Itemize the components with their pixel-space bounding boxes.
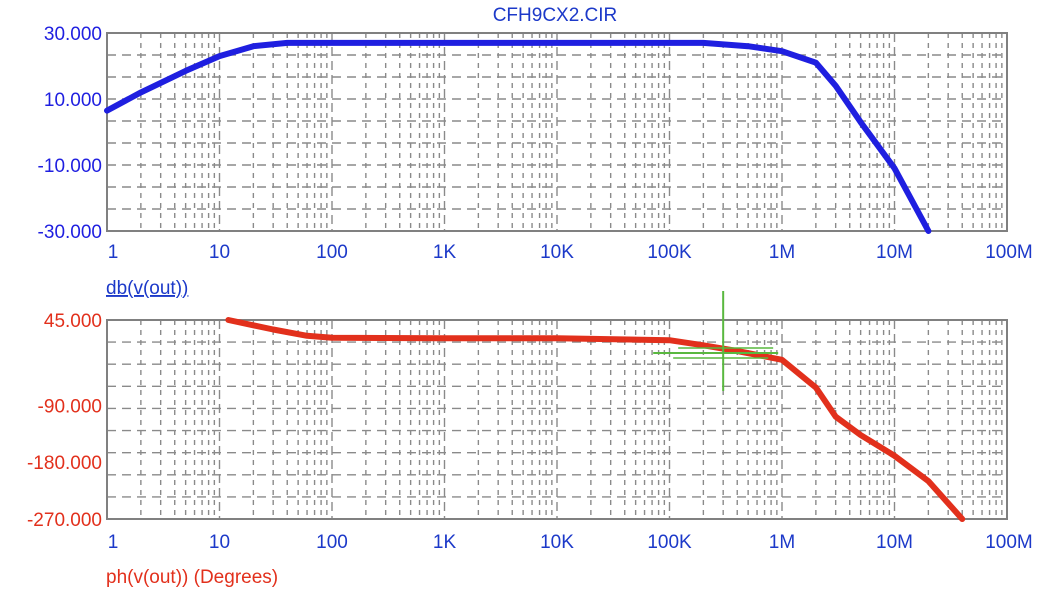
x-tick-label: 1 <box>108 242 119 263</box>
x-tick-label: 10K <box>540 532 574 553</box>
x-tick-label: 100M <box>985 532 1033 553</box>
magnitude-plot: 30.000 10.000 -10.000 -30.000 1 10 100 1K 10K 10… <box>38 24 1033 263</box>
phase-grid <box>106 320 1007 519</box>
x-tick-label: 1K <box>433 242 457 263</box>
magnitude-x-ticks: 1 10 100 1K 10K 100K 1M 10M 100M <box>108 242 1033 263</box>
x-tick-label: 10 <box>209 532 230 553</box>
x-tick-label: 100 <box>316 242 348 263</box>
trace-label-db[interactable]: db(v(out)) <box>106 278 188 299</box>
magnitude-grid <box>106 33 1007 231</box>
x-tick-label: 1 <box>108 532 119 553</box>
y-tick-label: -90.000 <box>38 396 102 417</box>
x-tick-label: 1M <box>769 532 795 553</box>
y-tick-label: -30.000 <box>38 222 102 243</box>
x-tick-label: 100M <box>985 242 1033 263</box>
magnitude-plot-frame <box>106 32 1008 232</box>
trace-label-phase[interactable]: ph(v(out)) (Degrees) <box>106 567 278 588</box>
phase-plot: 45.000 -90.000 -180.000 -270.000 1 10 100 1K 10… <box>27 290 1033 553</box>
x-tick-label: 1M <box>769 242 795 263</box>
x-tick-label: 100K <box>647 242 692 263</box>
x-tick-label: 10M <box>876 242 913 263</box>
magnitude-y-ticks: 30.000 10.000 -10.000 -30.000 <box>38 24 102 243</box>
y-tick-label: 10.000 <box>44 90 102 111</box>
x-tick-label: 100K <box>647 532 692 553</box>
y-tick-label: 45.000 <box>44 311 102 332</box>
phase-x-ticks: 1 10 100 1K 10K 100K 1M 10M 100M <box>108 532 1033 553</box>
x-tick-label: 10M <box>876 532 913 553</box>
x-tick-label: 10 <box>209 242 230 263</box>
phase-plot-frame <box>106 319 1008 520</box>
y-tick-label: -10.000 <box>38 156 102 177</box>
chart-title: CFH9CX2.CIR <box>493 5 618 26</box>
x-tick-label: 1K <box>433 532 457 553</box>
x-tick-label: 10K <box>540 242 574 263</box>
x-tick-label: 100 <box>316 532 348 553</box>
y-tick-label: -180.000 <box>27 453 102 474</box>
phase-y-ticks: 45.000 -90.000 -180.000 -270.000 <box>27 311 102 531</box>
series-line-db-v-out <box>104 39 932 234</box>
series-line-ph-v-out <box>225 317 966 522</box>
y-tick-label: -270.000 <box>27 510 102 531</box>
crosshair-cursor[interactable] <box>653 290 779 391</box>
y-tick-label: 30.000 <box>44 24 102 45</box>
